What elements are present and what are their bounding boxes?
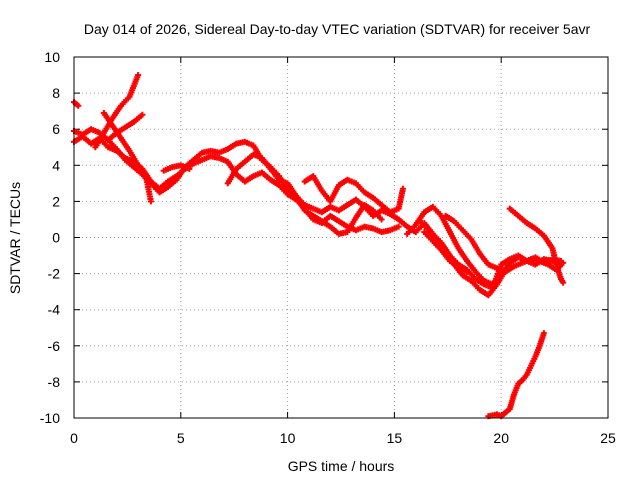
data-point	[139, 111, 146, 118]
y-axis-label: SDTVAR / TECUs	[7, 182, 23, 294]
data-point	[395, 223, 402, 230]
x-axis-label: GPS time / hours	[288, 458, 395, 474]
x-tick-label: 5	[177, 430, 185, 446]
tick-label-layer: 0 5 10 15 20 25 -10 -8 -6 -4 -2 0 2 4 6 8 10	[40, 49, 616, 446]
x-tick-label: 25	[600, 430, 616, 446]
data-point	[560, 279, 567, 286]
data-point	[464, 268, 471, 275]
y-tick-label: -2	[48, 266, 61, 282]
y-tick-label: 0	[52, 230, 60, 246]
x-tick-label: 0	[70, 430, 78, 446]
data-point	[186, 165, 193, 172]
y-tick-label: -8	[48, 374, 61, 390]
points-layer	[71, 72, 567, 420]
data-point	[540, 330, 547, 337]
y-tick-label: 8	[52, 85, 60, 101]
plot-frame	[73, 56, 609, 419]
y-tick-label: -4	[48, 302, 61, 318]
y-tick-label: 6	[52, 121, 60, 137]
data-point	[378, 216, 385, 223]
data-point	[75, 102, 82, 109]
x-tick-label: 20	[493, 430, 509, 446]
chart-title: Day 014 of 2026, Sidereal Day-to-day VTE…	[84, 21, 591, 37]
x-tick-label: 10	[280, 430, 296, 446]
data-point	[399, 185, 406, 192]
data-point	[135, 72, 142, 79]
y-tick-label: 10	[44, 49, 60, 65]
x-tick-label: 15	[387, 430, 403, 446]
y-tick-label: -6	[48, 338, 61, 354]
grid-layer	[74, 57, 608, 418]
y-tick-label: -10	[40, 410, 60, 426]
data-point	[147, 198, 154, 205]
data-point	[560, 259, 567, 266]
y-tick-label: 4	[52, 157, 60, 173]
y-tick-label: 2	[52, 193, 60, 209]
